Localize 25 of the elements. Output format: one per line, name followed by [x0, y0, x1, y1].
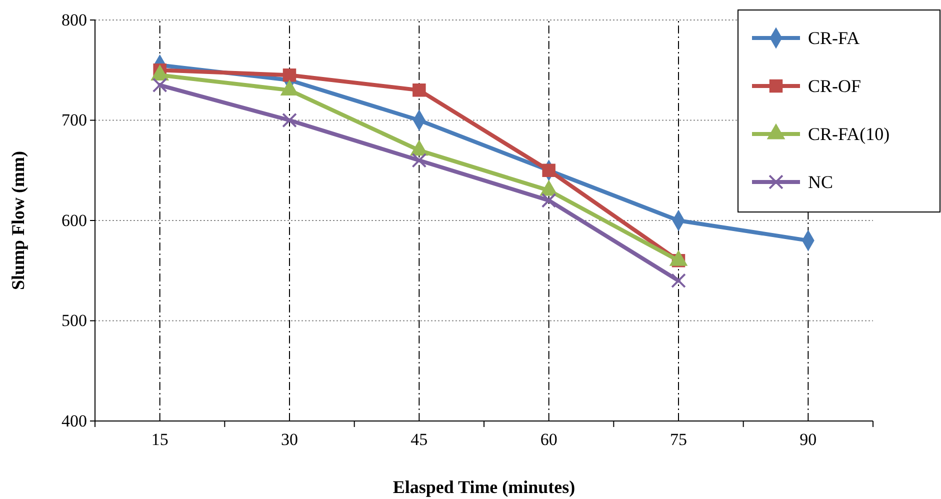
y-tick-label: 400	[62, 411, 87, 430]
x-tick-label: 75	[670, 430, 687, 450]
x-tick-label: 90	[800, 430, 817, 450]
point	[542, 164, 556, 177]
x-tick-label: 30	[281, 430, 298, 450]
y-axis-title: Slump Flow (mm)	[8, 150, 28, 290]
legend-label: CR-FA	[808, 28, 860, 48]
point	[412, 84, 426, 97]
point	[541, 193, 556, 208]
legend-label: CR-OF	[808, 76, 862, 96]
point	[282, 112, 297, 128]
x-axis-title: Elasped Time (minutes)	[392, 477, 576, 497]
legend-label: NC	[808, 172, 834, 192]
x-tick-label: 15	[151, 430, 168, 450]
x-tick-label: 60	[540, 430, 558, 450]
x-tick-label: 45	[410, 430, 428, 450]
point	[152, 78, 168, 93]
legend-label: CR-FA(10)	[808, 124, 890, 144]
y-tick-label: 500	[62, 311, 87, 330]
y-tick-label: 600	[62, 210, 87, 230]
point	[412, 152, 427, 168]
y-tick-label: 700	[62, 110, 87, 130]
point	[282, 68, 296, 82]
y-tick-label: 800	[62, 10, 87, 30]
point	[671, 273, 686, 288]
